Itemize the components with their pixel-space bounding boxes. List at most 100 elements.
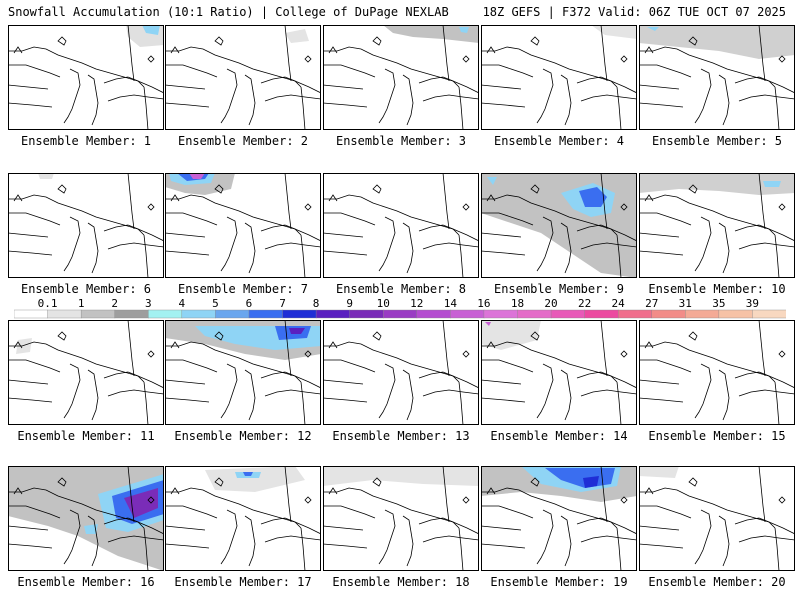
- basemap-line: [127, 173, 135, 230]
- basemap-line: [13, 46, 23, 54]
- basemap-line: [422, 94, 479, 102]
- member-label: Ensemble Member: 14: [490, 429, 628, 443]
- basemap-line: [165, 543, 210, 549]
- basemap-line: [165, 250, 210, 256]
- basemap-line: [418, 517, 460, 529]
- basemap-line: [718, 515, 730, 567]
- basemap-line: [639, 64, 692, 78]
- basemap-line: [402, 369, 414, 421]
- basemap-line: [63, 363, 81, 419]
- basemap-line: [462, 203, 470, 211]
- basemap-line: [107, 94, 164, 102]
- basemap-line: [688, 36, 698, 46]
- basemap-line: [63, 216, 81, 272]
- basemap-line: [147, 55, 155, 63]
- member-label: Ensemble Member: 13: [332, 429, 470, 443]
- basemap-line: [378, 216, 396, 272]
- colorbar-tick-label: 2: [111, 297, 118, 310]
- basemap-line: [87, 74, 99, 126]
- basemap-line: [304, 496, 312, 504]
- basemap-line: [264, 389, 321, 397]
- basemap-line: [580, 242, 637, 250]
- basemap-line: [13, 341, 23, 349]
- basemap-line: [87, 369, 99, 421]
- colorbar-cell: [550, 309, 586, 319]
- basemap-line: [8, 84, 49, 90]
- basemap-outline: [165, 466, 321, 571]
- basemap-line: [165, 212, 218, 226]
- basemap-line: [103, 76, 145, 88]
- snowfall-shading: [763, 181, 781, 187]
- member-label: Ensemble Member: 3: [335, 134, 467, 148]
- ensemble-panel: Ensemble Member: 14: [481, 320, 637, 445]
- basemap-line: [462, 496, 470, 504]
- member-label: Ensemble Member: 11: [17, 429, 155, 443]
- basemap-outline: [481, 173, 637, 278]
- basemap-line: [486, 46, 496, 54]
- basemap-line: [644, 341, 654, 349]
- basemap-line: [560, 369, 572, 421]
- basemap-line: [418, 371, 460, 383]
- basemap-line: [165, 232, 206, 238]
- basemap-line: [8, 64, 61, 78]
- basemap-line: [57, 477, 67, 487]
- basemap-line: [127, 25, 135, 82]
- basemap-line: [639, 250, 684, 256]
- basemap-line: [300, 381, 306, 425]
- member-label: Ensemble Member: 5: [651, 134, 783, 148]
- basemap-line: [758, 173, 766, 230]
- basemap-line: [418, 76, 460, 88]
- colorbar-tick-label: 5: [212, 297, 219, 310]
- basemap-line: [639, 359, 692, 373]
- panel-frame: [323, 25, 479, 130]
- basemap-line: [600, 173, 608, 230]
- basemap-line: [530, 477, 540, 487]
- colorbar-cell: [416, 309, 451, 319]
- basemap-line: [486, 341, 496, 349]
- colorbar-cell: [450, 309, 485, 319]
- map-background: [323, 25, 479, 130]
- basemap-line: [103, 224, 145, 236]
- snowfall-shading: [84, 524, 98, 534]
- basemap-line: [260, 224, 302, 236]
- basemap-outline: [323, 466, 479, 571]
- basemap-line: [103, 371, 145, 383]
- basemap-line: [694, 68, 712, 124]
- basemap-line: [13, 194, 23, 202]
- basemap-line: [718, 369, 730, 421]
- snowfall-shading: [383, 25, 479, 43]
- basemap-line: [147, 350, 155, 358]
- basemap-line: [639, 379, 680, 385]
- colorbar-cell: [315, 309, 351, 319]
- basemap-line: [300, 527, 306, 571]
- panel-map: [323, 25, 479, 130]
- basemap-line: [688, 331, 698, 341]
- basemap-line: [107, 389, 164, 397]
- ensemble-panel: Ensemble Member: 9: [481, 173, 637, 298]
- basemap-outline: [323, 173, 479, 278]
- colorbar-cell: [383, 309, 418, 319]
- basemap-line: [8, 102, 53, 108]
- panel-frame: [323, 173, 479, 278]
- basemap-line: [244, 74, 256, 126]
- basemap-line: [600, 25, 608, 82]
- colorbar-cell: [181, 309, 216, 319]
- panel-frame: [8, 320, 164, 425]
- basemap-line: [694, 363, 712, 419]
- ensemble-panel: Ensemble Member: 10: [639, 173, 795, 298]
- panel-frame: [481, 466, 637, 571]
- basemap-line: [260, 371, 302, 383]
- ensemble-panel: Ensemble Member: 3: [323, 25, 479, 150]
- basemap-line: [165, 505, 218, 519]
- basemap-line: [462, 55, 470, 63]
- colorbar-tick-label: 3: [145, 297, 152, 310]
- basemap-outline: [481, 320, 637, 425]
- basemap-line: [620, 496, 628, 504]
- panel-map: [323, 466, 479, 571]
- basemap-line: [580, 94, 637, 102]
- basemap-line: [688, 184, 698, 194]
- ensemble-panel: Ensemble Member: 4: [481, 25, 637, 150]
- ensemble-panel: Ensemble Member: 18: [323, 466, 479, 591]
- basemap-line: [580, 535, 637, 543]
- colorbar-tick-label: 7: [279, 297, 286, 310]
